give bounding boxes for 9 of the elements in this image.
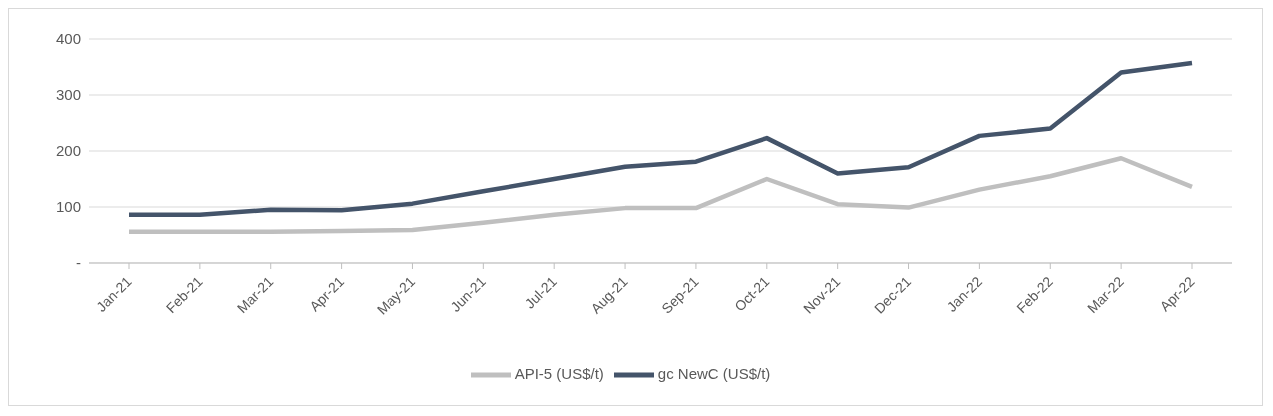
line-series (126, 156, 1195, 234)
y-tick-label: - (76, 254, 81, 272)
legend-label: gc NewC (US$/t) (657, 364, 771, 382)
y-tick-label: 300 (55, 86, 81, 104)
y-tick-label: 200 (55, 142, 81, 160)
legend-label: API-5 (US$/t) (514, 364, 604, 382)
y-tick-label: 100 (55, 198, 81, 216)
y-tick-label: 400 (55, 30, 81, 48)
line-series (126, 60, 1195, 218)
